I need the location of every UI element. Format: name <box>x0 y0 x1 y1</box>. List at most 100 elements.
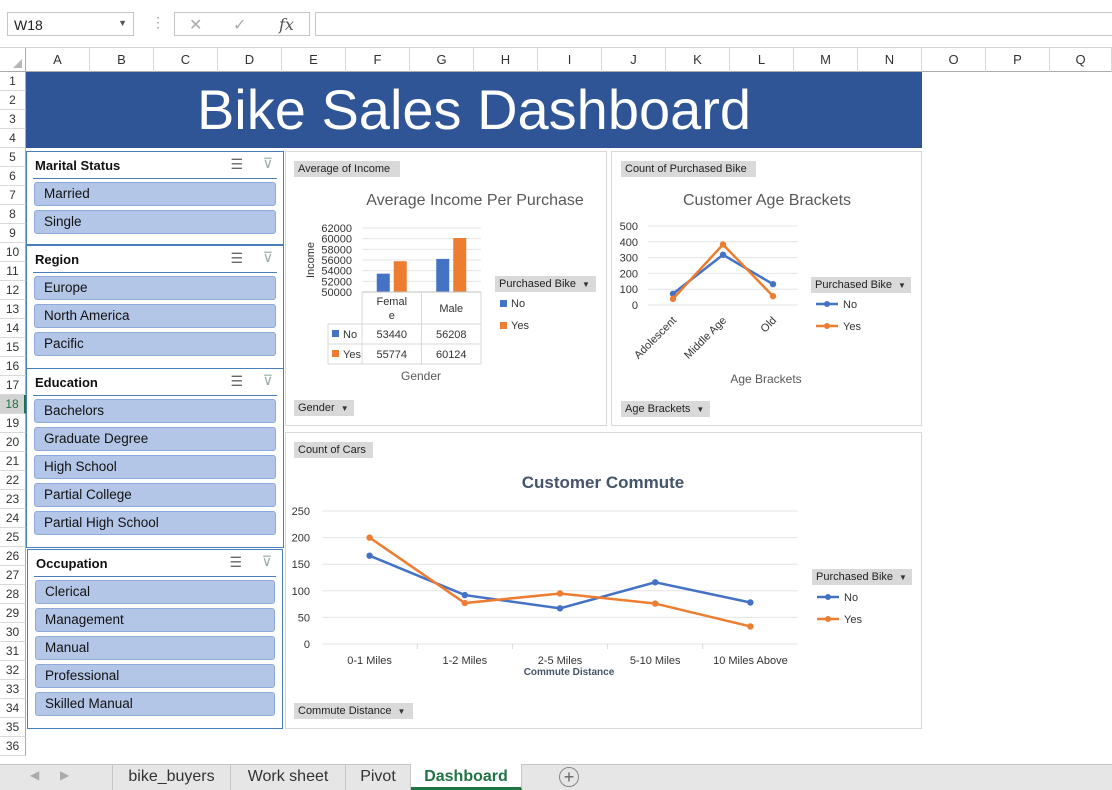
commute-chart-pane[interactable]: Count of Cars Customer Commute 250 200 150 1… <box>285 432 922 729</box>
multi-select-icon[interactable]: ☰ <box>229 554 242 570</box>
row-header-17[interactable]: 17 <box>0 376 26 395</box>
column-header-a[interactable]: A <box>26 48 90 72</box>
slicer-item-bachelors[interactable]: Bachelors <box>34 399 276 423</box>
column-header-c[interactable]: C <box>154 48 218 72</box>
column-header-k[interactable]: K <box>666 48 730 72</box>
legend-field-button[interactable]: Purchased Bike ▼ <box>811 277 911 293</box>
tab-dashboard[interactable]: Dashboard <box>411 764 522 790</box>
row-header-26[interactable]: 26 <box>0 547 26 566</box>
slicer-item-married[interactable]: Married <box>34 182 276 206</box>
value-field-button[interactable]: Average of Income <box>294 161 400 177</box>
clear-filter-icon[interactable]: ⊽ <box>262 155 273 171</box>
slicer-item-pacific[interactable]: Pacific <box>34 332 276 356</box>
column-header-b[interactable]: B <box>90 48 154 72</box>
axis-field-button[interactable]: Commute Distance ▼ <box>294 703 413 719</box>
row-header-24[interactable]: 24 <box>0 509 26 528</box>
row-header-7[interactable]: 7 <box>0 186 26 205</box>
row-header-15[interactable]: 15 <box>0 338 26 357</box>
select-all-corner[interactable] <box>0 48 26 72</box>
column-header-l[interactable]: L <box>730 48 794 72</box>
row-header-10[interactable]: 10 <box>0 243 26 262</box>
column-header-p[interactable]: P <box>986 48 1050 72</box>
axis-field-button[interactable]: Gender ▼ <box>294 400 354 416</box>
row-header-19[interactable]: 19 <box>0 414 26 433</box>
multi-select-icon[interactable]: ☰ <box>230 156 243 172</box>
row-header-1[interactable]: 1 <box>0 72 26 91</box>
slicer-item-manual[interactable]: Manual <box>35 636 275 660</box>
slicer-item-high-school[interactable]: High School <box>34 455 276 479</box>
dropdown-arrow-icon[interactable]: ▼ <box>899 573 907 582</box>
row-header-35[interactable]: 35 <box>0 718 26 737</box>
value-field-button[interactable]: Count of Purchased Bike <box>621 161 756 177</box>
multi-select-icon[interactable]: ☰ <box>230 250 243 266</box>
row-header-9[interactable]: 9 <box>0 224 26 243</box>
row-header-34[interactable]: 34 <box>0 699 26 718</box>
tab-pivot[interactable]: Pivot <box>346 764 411 790</box>
chevron-down-icon[interactable]: ▼ <box>118 18 127 28</box>
multi-select-icon[interactable]: ☰ <box>230 373 243 389</box>
column-header-h[interactable]: H <box>474 48 538 72</box>
row-header-12[interactable]: 12 <box>0 281 26 300</box>
slicer-item-clerical[interactable]: Clerical <box>35 580 275 604</box>
income-chart-pane[interactable]: Average of Income Average Income Per Pur… <box>285 151 607 426</box>
row-header-31[interactable]: 31 <box>0 642 26 661</box>
slicer-item-partial-high-school[interactable]: Partial High School <box>34 511 276 535</box>
name-box[interactable]: W18 ▼ <box>7 12 134 36</box>
value-field-button[interactable]: Count of Cars <box>294 442 373 458</box>
row-header-33[interactable]: 33 <box>0 680 26 699</box>
row-header-13[interactable]: 13 <box>0 300 26 319</box>
slicer-item-partial-college[interactable]: Partial College <box>34 483 276 507</box>
row-header-8[interactable]: 8 <box>0 205 26 224</box>
tab-bike-buyers[interactable]: bike_buyers <box>112 764 231 790</box>
age-chart-pane[interactable]: Count of Purchased Bike Customer Age Bra… <box>611 151 922 426</box>
clear-filter-icon[interactable]: ⊽ <box>262 249 273 265</box>
row-header-30[interactable]: 30 <box>0 623 26 642</box>
legend-field-button[interactable]: Purchased Bike ▼ <box>812 569 912 585</box>
row-header-32[interactable]: 32 <box>0 661 26 680</box>
more-options-icon[interactable]: ⋮ <box>151 14 165 30</box>
row-header-6[interactable]: 6 <box>0 167 26 186</box>
column-header-o[interactable]: O <box>922 48 986 72</box>
row-header-18[interactable]: 18 <box>0 395 26 414</box>
row-header-4[interactable]: 4 <box>0 129 26 148</box>
axis-field-button[interactable]: Age Brackets ▼ <box>621 401 710 417</box>
dropdown-arrow-icon[interactable]: ▼ <box>340 404 349 413</box>
slicer-item-single[interactable]: Single <box>34 210 276 234</box>
slicer-item-north-america[interactable]: North America <box>34 304 276 328</box>
function-icon[interactable]: fx <box>279 15 294 34</box>
column-header-m[interactable]: M <box>794 48 858 72</box>
tab-scroll-right-icon[interactable]: ▶ <box>60 768 70 782</box>
row-header-11[interactable]: 11 <box>0 262 26 281</box>
row-header-3[interactable]: 3 <box>0 110 26 129</box>
row-header-23[interactable]: 23 <box>0 490 26 509</box>
column-header-d[interactable]: D <box>218 48 282 72</box>
enter-icon[interactable]: ✓ <box>233 17 247 34</box>
row-header-22[interactable]: 22 <box>0 471 26 490</box>
column-header-n[interactable]: N <box>858 48 922 72</box>
row-header-25[interactable]: 25 <box>0 528 26 547</box>
column-header-q[interactable]: Q <box>1050 48 1112 72</box>
row-header-28[interactable]: 28 <box>0 585 26 604</box>
column-header-j[interactable]: J <box>602 48 666 72</box>
tab-work-sheet[interactable]: Work sheet <box>231 764 346 790</box>
tab-scroll-left-icon[interactable]: ◀ <box>30 768 40 782</box>
column-header-g[interactable]: G <box>410 48 474 72</box>
add-sheet-icon[interactable]: + <box>559 767 579 787</box>
row-header-36[interactable]: 36 <box>0 737 26 756</box>
row-header-16[interactable]: 16 <box>0 357 26 376</box>
row-header-2[interactable]: 2 <box>0 91 26 110</box>
dropdown-arrow-icon[interactable]: ▼ <box>696 405 705 414</box>
slicer-item-professional[interactable]: Professional <box>35 664 275 688</box>
clear-filter-icon[interactable]: ⊽ <box>262 372 273 388</box>
legend-field-button[interactable]: Purchased Bike ▼ <box>495 276 596 292</box>
dropdown-arrow-icon[interactable]: ▼ <box>898 281 906 290</box>
dropdown-arrow-icon[interactable]: ▼ <box>397 707 406 716</box>
row-header-21[interactable]: 21 <box>0 452 26 471</box>
column-header-f[interactable]: F <box>346 48 410 72</box>
row-header-5[interactable]: 5 <box>0 148 26 167</box>
slicer-item-europe[interactable]: Europe <box>34 276 276 300</box>
row-header-14[interactable]: 14 <box>0 319 26 338</box>
row-header-27[interactable]: 27 <box>0 566 26 585</box>
formula-input[interactable] <box>315 12 1112 36</box>
cancel-icon[interactable]: ✕ <box>189 17 203 34</box>
